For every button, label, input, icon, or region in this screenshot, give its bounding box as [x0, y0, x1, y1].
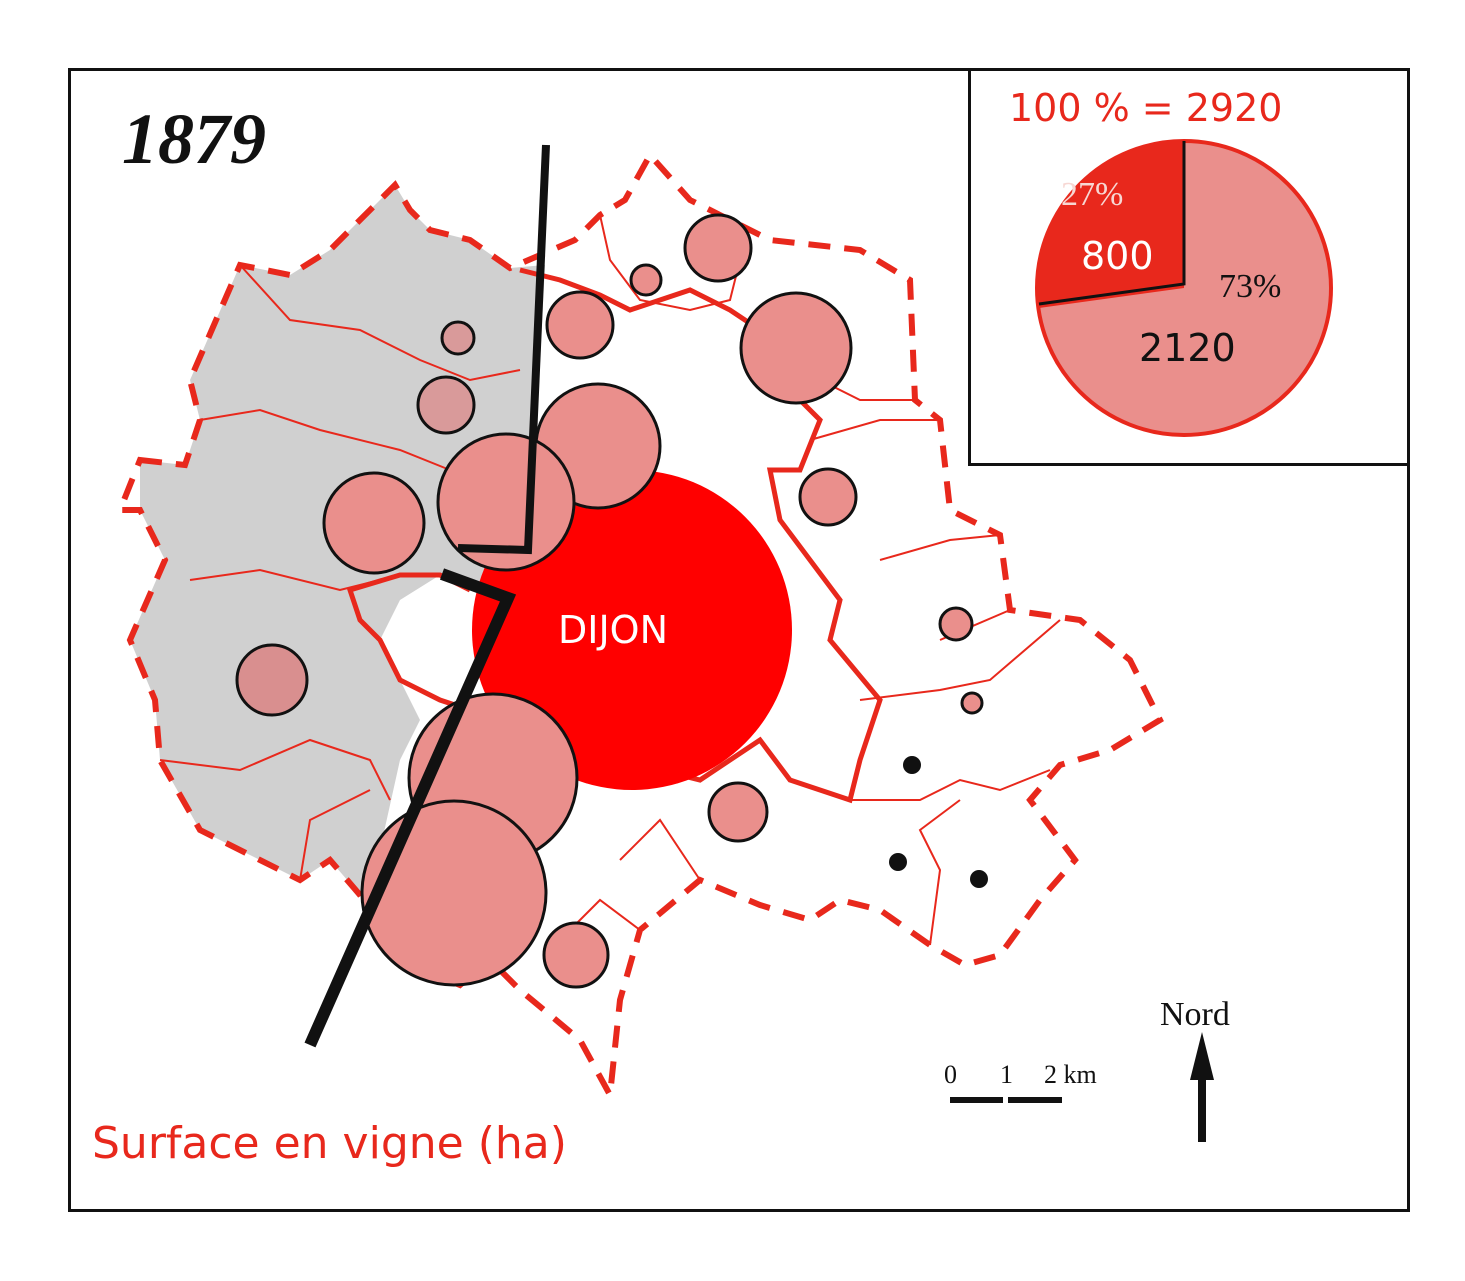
map-title: Surface en vigne (ha)	[92, 1118, 567, 1169]
vineyard-circle	[798, 467, 858, 527]
inset-total-label: 100 % = 2920	[1009, 86, 1283, 130]
pie-chart	[1035, 139, 1333, 437]
scale-tick-label: 0	[944, 1060, 957, 1089]
small-dot	[889, 853, 907, 871]
small-dot	[903, 756, 921, 774]
year-label: 1879	[122, 99, 266, 179]
vineyard-circle	[542, 921, 610, 989]
commune-outer-border	[115, 149, 1164, 1105]
city-label-dijon: DIJON	[558, 608, 669, 652]
slice-percent-label: 27%	[1061, 176, 1124, 213]
dijon-boundary	[346, 267, 883, 804]
scale-tick-label: 1	[1000, 1060, 1013, 1089]
vineyard-circle	[416, 375, 476, 435]
vineyard-circle	[707, 781, 769, 843]
vineyard-circle	[545, 290, 615, 360]
vineyard-circle	[629, 263, 663, 297]
vineyard-circle	[235, 643, 309, 717]
small-dot	[970, 870, 988, 888]
vineyard-circle	[938, 606, 974, 642]
vineyard-circle	[440, 320, 476, 356]
divider-line-south	[304, 568, 517, 1048]
scale-tick-label: 2 km	[1044, 1060, 1097, 1089]
vineyard-circle	[360, 799, 548, 987]
slice-percent-label: 73%	[1219, 268, 1282, 305]
vineyard-circle	[683, 213, 753, 283]
vineyard-circle	[960, 691, 984, 715]
vineyard-circle	[322, 471, 426, 575]
divider-line-north	[457, 144, 550, 555]
map-frame	[68, 68, 1410, 1212]
vineyard-circle	[739, 291, 853, 405]
inset-pie-panel: 100 % = 2920 27% 800 73% 2120	[968, 68, 1410, 466]
north-arrow-icon	[1190, 1032, 1214, 1142]
slice-value-label: 2120	[1139, 326, 1236, 370]
vineyard-circle	[436, 432, 576, 572]
slice-value-label: 800	[1081, 234, 1154, 278]
north-label: Nord	[1160, 996, 1230, 1033]
